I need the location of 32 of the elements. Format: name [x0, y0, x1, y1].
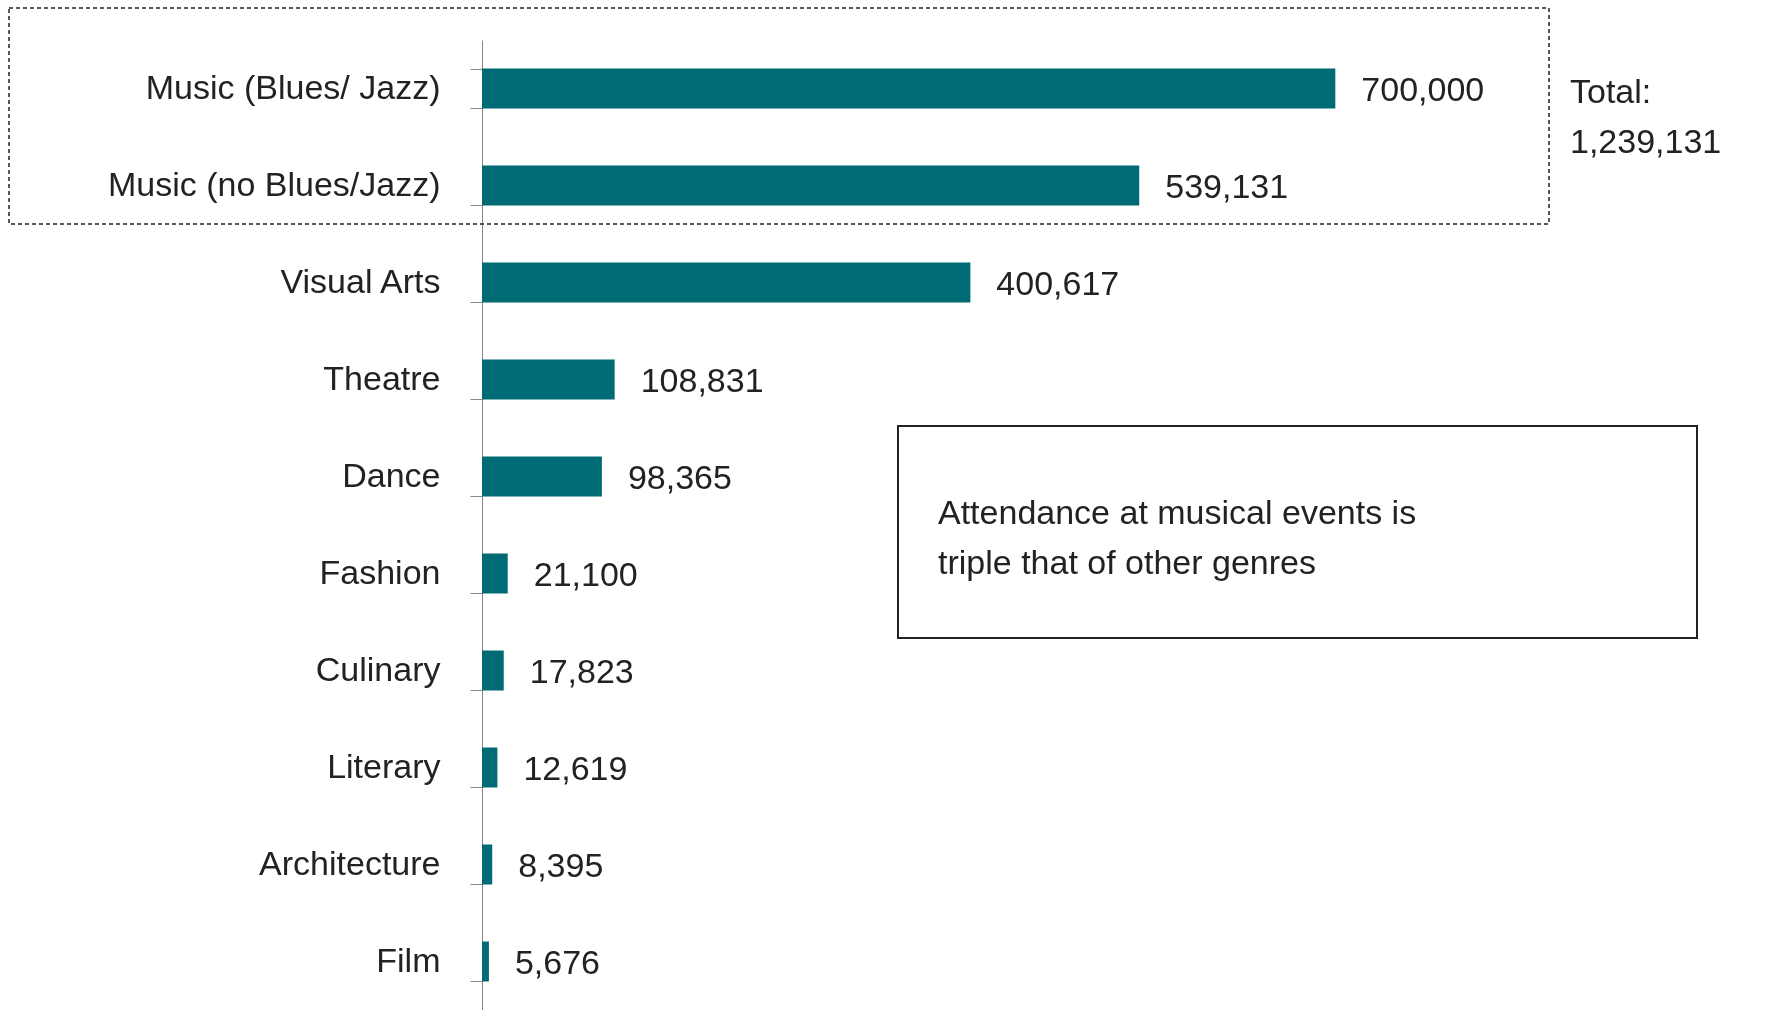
bar [482, 650, 504, 691]
y-tick-label: Visual Arts [280, 262, 441, 300]
bar [482, 359, 615, 400]
y-tick-label: Theatre [323, 359, 441, 397]
data-label: 17,823 [529, 651, 634, 690]
bar [482, 456, 602, 497]
data-label: 400,617 [996, 263, 1120, 302]
bar [482, 165, 1140, 206]
data-label: 8,395 [518, 845, 604, 884]
data-label: 539,131 [1165, 166, 1289, 205]
bar [482, 553, 508, 594]
data-label: 12,619 [523, 748, 628, 787]
y-tick-label: Architecture [259, 844, 441, 882]
y-tick-label: Dance [342, 456, 441, 494]
y-tick-label: Music (no Blues/Jazz) [107, 165, 441, 203]
y-tick-label: Literary [327, 747, 441, 785]
bar [482, 262, 971, 303]
y-tick-label: Music (Blues/ Jazz) [145, 68, 441, 106]
data-label: 5,676 [514, 942, 601, 981]
bar [482, 68, 1336, 109]
data-label: 700,000 [1361, 69, 1485, 108]
data-label: 21,100 [533, 554, 638, 593]
y-tick-label: Film [376, 941, 441, 979]
annotation: Attendance at musical events is triple that of other genres [938, 493, 1417, 581]
y-tick-label: Culinary [315, 650, 441, 688]
data-label: 98,365 [627, 457, 732, 496]
bar [482, 941, 489, 982]
bar [482, 747, 498, 788]
y-tick-label: Fashion [319, 553, 441, 591]
data-label: 108,831 [640, 360, 764, 399]
text: Total: 1,239,131 [1570, 72, 1722, 160]
bar [482, 844, 493, 885]
